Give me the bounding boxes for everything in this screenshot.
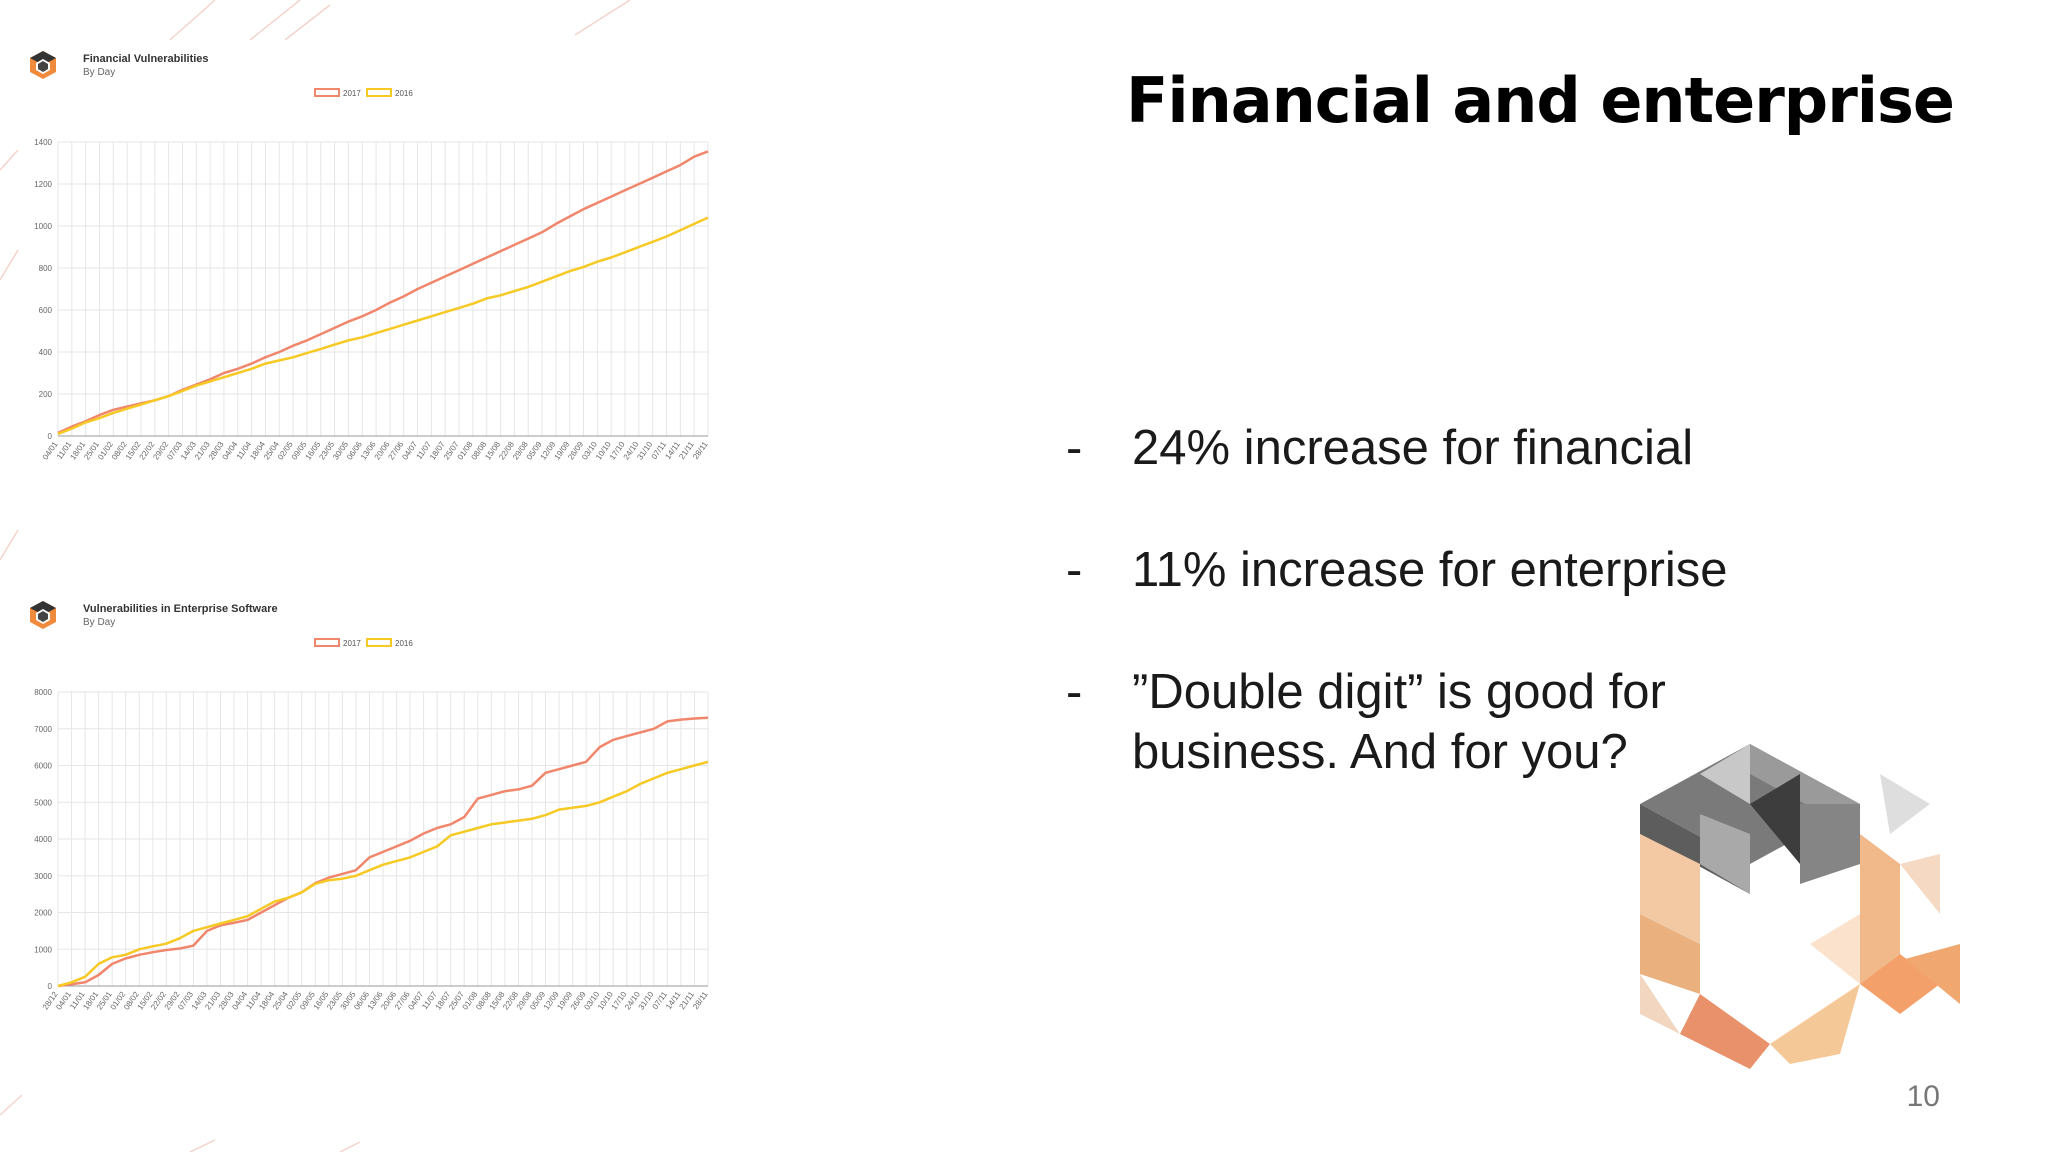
- y-tick-label: 600: [39, 306, 53, 315]
- legend-label: 2016: [395, 639, 413, 648]
- y-tick-label: 1200: [34, 180, 52, 189]
- y-tick-label: 8000: [34, 688, 52, 697]
- chart-title: Vulnerabilities in Enterprise Software: [83, 603, 278, 615]
- bullet-item: - 24% increase for financial: [1060, 418, 1780, 478]
- legend-swatch-2017: [314, 638, 340, 647]
- y-tick-label: 7000: [34, 725, 52, 734]
- y-tick-label: 2000: [34, 909, 52, 918]
- bullet-marker: -: [1066, 665, 1083, 719]
- legend-label: 2017: [343, 639, 361, 648]
- y-tick-label: 6000: [34, 762, 52, 771]
- bullet-text: 11% increase for enterprise: [1132, 543, 1728, 597]
- legend-label: 2016: [395, 89, 413, 98]
- chart-subtitle: By Day: [83, 67, 116, 78]
- series-line-2017: [57, 150, 709, 435]
- bullet-marker: -: [1066, 421, 1083, 475]
- y-tick-label: 5000: [34, 798, 52, 807]
- y-tick-label: 400: [39, 348, 53, 357]
- bullet-item: - 11% increase for enterprise: [1060, 540, 1780, 600]
- bullet-list: - 24% increase for financial - 11% incre…: [1060, 418, 1780, 844]
- y-tick-label: 0: [48, 432, 53, 441]
- legend-swatch-2016: [366, 88, 392, 97]
- legend-label: 2017: [343, 89, 361, 98]
- enterprise-vulnerabilities-chart: 0 1000 2000 3000 4000 5000 6000 7000 8000 28/12 04…: [18, 590, 938, 1135]
- bullet-text: 24% increase for financial: [1132, 421, 1694, 475]
- bullet-marker: -: [1066, 543, 1083, 597]
- page-number: 10: [1906, 1080, 1940, 1113]
- y-tick-label: 1000: [34, 945, 52, 954]
- series-line-2017: [57, 716, 709, 988]
- y-tick-label: 4000: [34, 835, 52, 844]
- bullet-text: ”Double digit” is good for business. And…: [1132, 665, 1666, 779]
- chart-title: Financial Vulnerabilities: [83, 53, 209, 65]
- chart-1-svg: 01000200030004000500060007000800028/1204…: [34, 638, 710, 1012]
- brand-logo-decoration: [1640, 744, 1960, 1069]
- series-line-2016: [57, 760, 709, 988]
- chart-subtitle: By Day: [83, 617, 116, 628]
- legend-swatch-2017: [314, 88, 340, 97]
- y-tick-label: 1400: [34, 138, 52, 147]
- bullet-item: - ”Double digit” is good for business. A…: [1060, 662, 1780, 782]
- chart-0-svg: 020040060080010001200140004/0111/0118/01…: [34, 88, 710, 462]
- y-tick-label: 0: [48, 982, 53, 991]
- y-tick-label: 200: [39, 390, 53, 399]
- brand-logo-icon: [30, 51, 56, 79]
- series-line-2016: [57, 216, 709, 436]
- y-tick-label: 1000: [34, 222, 52, 231]
- y-tick-label: 3000: [34, 872, 52, 881]
- legend-swatch-2016: [366, 638, 392, 647]
- x-tick-label: 28/11: [691, 440, 710, 462]
- brand-logo-icon: [30, 601, 56, 629]
- x-tick-label: 28/11: [691, 990, 710, 1012]
- financial-vulnerabilities-chart: 0 200 400 600 800 1000 1200 1400 04/01 11/01 18/01…: [18, 40, 938, 585]
- slide-title: Financial and enterprise: [1126, 64, 1955, 137]
- y-tick-label: 800: [39, 264, 53, 273]
